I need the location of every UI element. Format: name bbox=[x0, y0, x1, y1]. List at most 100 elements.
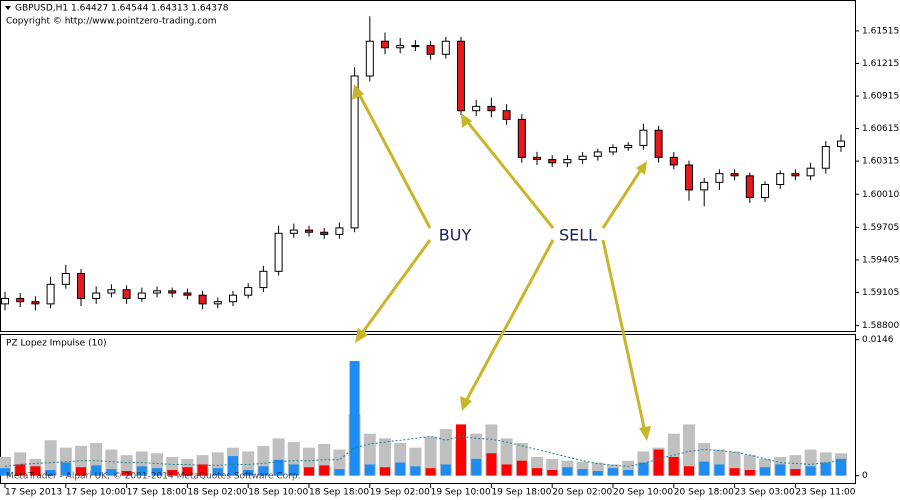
indicator-bar bbox=[608, 468, 618, 476]
x-tick-label: 23 Sep 11:00 bbox=[795, 488, 855, 498]
candle-body bbox=[381, 40, 389, 49]
indicator-bar bbox=[258, 466, 269, 476]
candle-body bbox=[730, 173, 739, 177]
indicator-bar bbox=[714, 464, 725, 476]
indicator-bar bbox=[243, 470, 254, 476]
y-tick-label: 1.60010 bbox=[862, 190, 899, 200]
candle-body bbox=[122, 289, 131, 299]
indicator-bar bbox=[182, 467, 193, 476]
candle-body bbox=[609, 147, 617, 153]
candle-body bbox=[183, 292, 192, 296]
candle-body bbox=[578, 155, 587, 161]
indicator-bg-bar bbox=[120, 455, 133, 476]
candle-body bbox=[335, 227, 344, 235]
candle-body bbox=[229, 294, 237, 303]
candle-body bbox=[502, 110, 511, 120]
candle-body bbox=[669, 156, 678, 166]
candle-body bbox=[396, 45, 405, 49]
candle-body bbox=[685, 164, 693, 191]
candle-body bbox=[289, 229, 298, 234]
y-tick-label: 1.60615 bbox=[862, 124, 899, 134]
indicator-bar bbox=[45, 470, 56, 476]
y-tick-label: 1.60915 bbox=[862, 92, 899, 102]
candle-body bbox=[426, 45, 435, 55]
candle-body bbox=[821, 146, 830, 169]
candle-body bbox=[654, 129, 663, 158]
candle-body bbox=[213, 301, 222, 305]
y-tick-label: 0.0146 bbox=[862, 335, 894, 345]
indicator-bar bbox=[304, 467, 314, 476]
indicator-bar bbox=[121, 470, 132, 476]
indicator-bar bbox=[790, 469, 801, 476]
indicator-bar bbox=[653, 449, 664, 476]
candle-body bbox=[745, 175, 754, 199]
indicator-bg-bar bbox=[439, 429, 452, 476]
candle-body bbox=[761, 183, 769, 199]
indicator-bar bbox=[228, 456, 238, 476]
buy-arrows bbox=[352, 84, 432, 343]
candle-body bbox=[92, 292, 101, 299]
indicator-bar bbox=[380, 467, 390, 476]
candle-body bbox=[487, 105, 496, 112]
candle-body bbox=[1, 297, 9, 305]
indicator-bar bbox=[668, 456, 679, 476]
indicator-bar bbox=[197, 464, 208, 476]
indicator-bar bbox=[15, 464, 26, 476]
x-tick-label: 17 Sep 18:00 bbox=[127, 488, 187, 498]
indicator-bar bbox=[471, 458, 482, 476]
indicator-bar bbox=[364, 464, 375, 476]
indicator-bar bbox=[167, 470, 178, 476]
x-tick-label: 17 Sep 2013 bbox=[5, 488, 62, 498]
candle-body bbox=[46, 283, 55, 305]
candle-body bbox=[168, 290, 177, 294]
x-tick-label: 20 Sep 02:00 bbox=[552, 488, 612, 498]
copyright: Copyright © http://www.pointzero-trading… bbox=[6, 17, 216, 27]
indicator-bar bbox=[76, 467, 86, 476]
candle-body bbox=[107, 289, 116, 294]
indicator-bar bbox=[106, 469, 117, 476]
indicator-bar bbox=[456, 424, 466, 476]
indicator-bar bbox=[212, 468, 223, 476]
candle-body bbox=[16, 297, 25, 303]
candle-body bbox=[791, 173, 800, 177]
candle-body bbox=[639, 129, 648, 146]
indicator-bar bbox=[684, 466, 694, 476]
indicator-bg-bar bbox=[242, 451, 255, 476]
candle-body bbox=[563, 159, 572, 164]
indicator-bar bbox=[410, 466, 421, 476]
candle-body bbox=[259, 270, 268, 289]
candle-body bbox=[837, 140, 845, 148]
indicator-bar bbox=[592, 470, 603, 476]
indicator-bar bbox=[577, 469, 588, 476]
x-tick-label: 20 Sep 10:00 bbox=[613, 488, 673, 498]
y-tick-label: 1.59405 bbox=[862, 255, 899, 265]
indicator-title: PZ Lopez Impulse (10) bbox=[6, 339, 107, 349]
candle-body bbox=[806, 167, 815, 177]
indicator-bar bbox=[136, 466, 147, 476]
x-tick-label: 18 Sep 18:00 bbox=[309, 488, 369, 498]
indicator-bg-bar bbox=[379, 438, 391, 476]
watermark: MetaTrader - Alpari UK, © 2001-2014 Meta… bbox=[6, 472, 300, 482]
candle-body bbox=[305, 229, 313, 233]
candle-body bbox=[274, 232, 283, 272]
indicator-bar bbox=[805, 466, 816, 476]
indicator-bg-bar bbox=[44, 440, 57, 476]
x-tick-label: 19 Sep 02:00 bbox=[370, 488, 430, 498]
indicator-bar bbox=[638, 462, 649, 476]
candle-body bbox=[776, 173, 785, 185]
annotation: BUY bbox=[439, 226, 472, 245]
x-tick-label: 19 Sep 18:00 bbox=[491, 488, 551, 498]
candle-body bbox=[472, 105, 481, 112]
indicator-bar bbox=[395, 462, 406, 476]
candle-body bbox=[198, 294, 207, 305]
indicator-bar bbox=[760, 467, 770, 476]
indicator-bar bbox=[440, 464, 451, 476]
indicator-bg-bar bbox=[424, 436, 437, 476]
candle-body bbox=[700, 181, 709, 191]
x-tick-label: 18 Sep 10:00 bbox=[248, 488, 308, 498]
y-tick-label: 1.60315 bbox=[862, 157, 899, 167]
candle-body bbox=[411, 45, 420, 48]
indicator-bg-bar bbox=[500, 438, 513, 476]
indicator-bar bbox=[775, 464, 786, 476]
